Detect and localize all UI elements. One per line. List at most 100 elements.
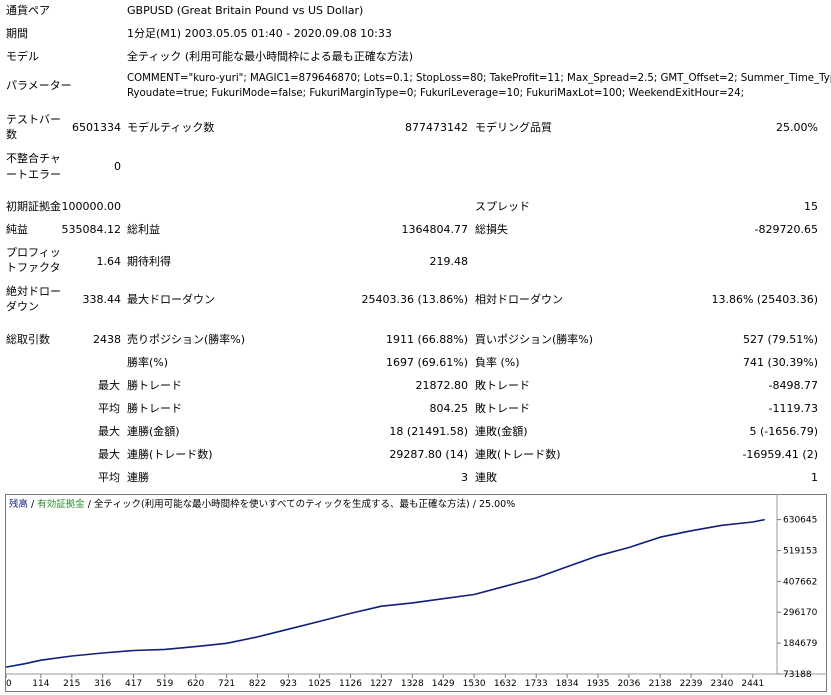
relative-drawdown-value: 13.86% (25403.36) [711,293,818,306]
modeling-quality-label: モデリング品質 [475,121,552,134]
x-tick-label: 1733 [525,679,548,689]
largest-loss-label: 敗トレード [475,379,530,392]
test-bars-value: 6501334 [72,121,121,134]
modeling-quality-value: 25.00% [776,121,818,134]
currency-pair-label: 通貨ペア [6,4,50,17]
parameters-line-2: Ryoudate=true; FukuriMode=false; FukuriM… [127,88,745,99]
total-trades-label: 総取引数 [6,333,50,346]
test-bars-label-1: テストバー [6,113,61,126]
y-tick-label: 407662 [783,577,817,587]
avg-consec-wins-value: 3 [461,471,468,484]
x-tick-label: 215 [63,679,80,689]
gross-profit-value: 1364804.77 [401,223,468,236]
test-bars-label-2: 数 [6,128,17,141]
avg-consec-wins-label: 連勝 [127,471,149,484]
absolute-drawdown-label-2: ダウン [6,300,39,313]
avg-consec-losses-value: 1 [811,471,818,484]
x-tick-label: 417 [125,679,142,689]
average-loss-value: -1119.73 [768,402,818,415]
win-rate-value: 1697 (69.61%) [385,356,468,369]
max-consec-loss-label: 連敗(トレード数) [475,448,561,461]
avg-consec-losses-label: 連敗 [475,471,497,484]
max-consec-prefix: 最大 [98,425,120,438]
balance-chart: 残高 / 有効証拠金 / 全ティック(利用可能な最小時間枠を使いすべてのティック… [5,494,827,692]
modeled-ticks-label: モデルティック数 [127,121,215,134]
y-tick-label: 519153 [783,546,817,556]
legend-separator-3: / [470,499,479,510]
largest-profit-label: 勝トレード [127,379,182,392]
spread-label: スプレッド [475,200,530,213]
max-consec-losses-label: 連敗(金額) [475,425,528,438]
x-tick-label: 1935 [587,679,610,689]
x-tick-label: 519 [156,679,173,689]
net-profit-label: 純益 [6,223,28,236]
x-tick-label: 1632 [494,679,517,689]
average-loss-label: 敗トレード [475,402,530,415]
x-tick-label: 2138 [649,679,672,689]
max-consec-wins-value: 18 (21491.58) [389,425,468,438]
x-tick-label: 620 [187,679,204,689]
x-tick-label: 2441 [741,679,764,689]
gross-loss-value: -829720.65 [754,223,818,236]
mismatched-errors-label-1: 不整合チャ [6,152,61,165]
x-tick-label: 822 [249,679,266,689]
x-tick-label: 1429 [432,679,455,689]
balance-chart-svg: 残高 / 有効証拠金 / 全ティック(利用可能な最小時間枠を使いすべてのティック… [5,494,827,692]
gross-profit-label: 総利益 [127,223,160,236]
legend-model: 全ティック(利用可能な最小時間枠を使いすべてのティックを生成する、最も正確な方法… [94,498,470,510]
x-tick-label: 0 [6,679,12,689]
legend-separator-1: / [28,499,37,510]
total-trades-value: 2438 [93,333,121,346]
parameters-line-1: COMMENT="kuro-yuri"; MAGIC1=879646870; L… [127,73,831,84]
largest-profit-value: 21872.80 [415,379,469,392]
plot-layer: 630645 519153 407662 296170 184679 73188 0 114 2… [5,494,827,689]
max-consec-wins-label: 連勝(金額) [127,425,180,438]
period-value: 1分足(M1) 2003.05.05 01:40 - 2020.09.08 10… [127,27,392,40]
chart-legend-line: 残高 / 有効証拠金 / 全ティック(利用可能な最小時間枠を使いすべてのティック… [9,498,515,510]
gross-loss-label: 総損失 [475,223,508,236]
legend-separator-2: / [85,499,94,510]
loss-rate-value: 741 (30.39%) [742,356,818,369]
net-profit-value: 535084.12 [61,223,122,236]
legend-equity: 有効証拠金 [37,498,85,510]
relative-drawdown-label: 相対ドローダウン [475,293,563,306]
y-tick-label: 296170 [783,608,818,618]
model-value: 全ティック (利用可能な最小時間枠による最も正確な方法) [127,50,414,63]
legend-balance: 残高 [9,498,28,510]
initial-deposit-label: 初期証拠金 [6,200,61,213]
x-tick-label: 1530 [463,679,486,689]
y-tick-label: 73188 [783,670,812,680]
average-prefix: 平均 [98,402,120,415]
x-tick-label: 114 [32,679,49,689]
win-rate-label: 勝率(%) [127,356,169,369]
spread-value: 15 [804,200,818,213]
avg-consec-prefix: 平均 [98,471,120,484]
x-tick-label: 316 [94,679,111,689]
profit-factor-value: 1.64 [96,255,122,268]
max-consec-loss-value: -16959.41 (2) [742,448,818,461]
currency-pair-value: GBPUSD (Great Britain Pound vs US Dollar… [127,4,364,17]
absolute-drawdown-value: 338.44 [82,293,122,306]
mismatched-errors-label-2: ートエラー [6,168,61,181]
largest-prefix: 最大 [98,379,120,392]
x-tick-label: 1025 [308,679,331,689]
max-consec-profit-label: 連勝(トレード数) [127,448,213,461]
x-tick-label: 2340 [710,679,733,689]
maximal-drawdown-label: 最大ドローダウン [127,293,215,306]
initial-deposit-value: 100000.00 [61,200,122,213]
short-positions-label: 売りポジション(勝率%) [127,333,246,346]
profit-factor-label-2: トファクタ [6,261,61,274]
balance-series-line [5,518,765,668]
short-positions-value: 1911 (66.88%) [385,333,468,346]
chart-frame [5,494,827,692]
modeled-ticks-value: 877473142 [405,121,468,134]
x-tick-label: 2036 [617,679,640,689]
profit-factor-label-1: プロフィッ [6,246,61,259]
max-consec-profit-prefix: 最大 [98,448,120,461]
maximal-drawdown-value: 25403.36 (13.86%) [361,293,468,306]
average-profit-value: 804.25 [429,402,469,415]
x-tick-label: 1126 [339,679,362,689]
model-label: モデル [6,50,39,63]
expected-payoff-value: 219.48 [429,255,469,268]
x-tick-label: 923 [280,679,297,689]
